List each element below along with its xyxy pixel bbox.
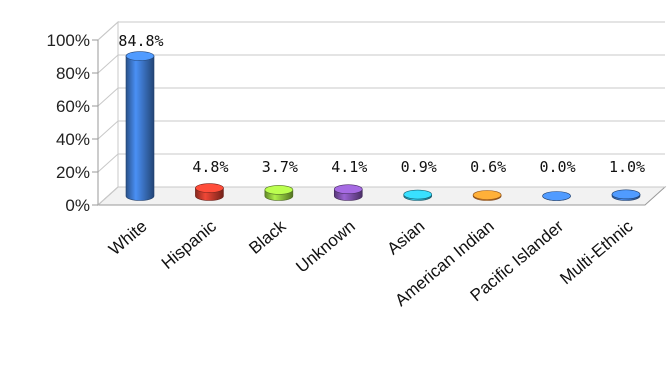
category-label-asian: Asian — [383, 217, 428, 259]
gridline — [97, 21, 665, 41]
category-label-hispanic: Hispanic — [158, 216, 221, 273]
gridline — [97, 120, 665, 140]
bar-cap — [333, 184, 363, 195]
category-label-unknown: Unknown — [292, 217, 359, 277]
category-label-white: White — [105, 217, 151, 259]
bar-cap — [611, 189, 641, 200]
value-label-asian: 0.9% — [401, 158, 437, 176]
bar-cap — [125, 51, 155, 61]
bar-asian — [403, 189, 433, 201]
chart-gridlines — [97, 21, 665, 206]
bar-hispanic — [195, 183, 224, 201]
chart-floor — [96, 186, 667, 206]
bar-pacific-islander — [542, 191, 571, 201]
bar-cap — [542, 191, 571, 201]
floor-plane — [96, 186, 667, 206]
bar-cap — [472, 190, 502, 200]
y-axis: 0% 20% 40% 60% 80% 100% — [47, 31, 99, 215]
bar-black — [264, 185, 294, 201]
y-tick-label: 100% — [47, 31, 90, 50]
bar-cap — [403, 189, 433, 200]
gridline — [97, 153, 665, 173]
bar-body — [125, 55, 155, 201]
bar-multi-ethnic — [611, 189, 641, 201]
value-label-pacific-islander: 0.0% — [540, 158, 576, 176]
value-label-white: 84.8% — [118, 32, 163, 50]
y-tick-label: 80% — [56, 64, 90, 83]
y-tick-label: 60% — [56, 97, 90, 116]
bar-cap — [264, 185, 294, 195]
category-label-black: Black — [245, 216, 289, 258]
value-label-black: 3.7% — [262, 158, 298, 176]
bar-cap — [195, 183, 224, 193]
value-label-hispanic: 4.8% — [192, 158, 228, 176]
value-label-american-indian: 0.6% — [470, 158, 506, 176]
y-tick-label: 20% — [56, 163, 90, 182]
bar-white — [125, 51, 155, 201]
side-wall — [97, 20, 119, 207]
chart-back-wall — [97, 20, 665, 207]
gridline — [97, 186, 665, 206]
y-tick-label: 40% — [56, 130, 90, 149]
value-label-multi-ethnic: 1.0% — [609, 158, 645, 176]
gridline — [97, 87, 665, 107]
y-tick-label: 0% — [65, 196, 90, 215]
gridline — [97, 54, 665, 74]
value-label-unknown: 4.1% — [331, 158, 367, 176]
bar-unknown — [333, 184, 363, 201]
bar-american-indian — [472, 190, 502, 201]
value-labels: 84.8% 4.8% 3.7% 4.1% 0.9% 0.6% 0.0% 1.0% — [118, 32, 645, 176]
category-label-multi-ethnic: Multi-Ethnic — [556, 216, 637, 288]
chart-bars — [125, 51, 641, 201]
